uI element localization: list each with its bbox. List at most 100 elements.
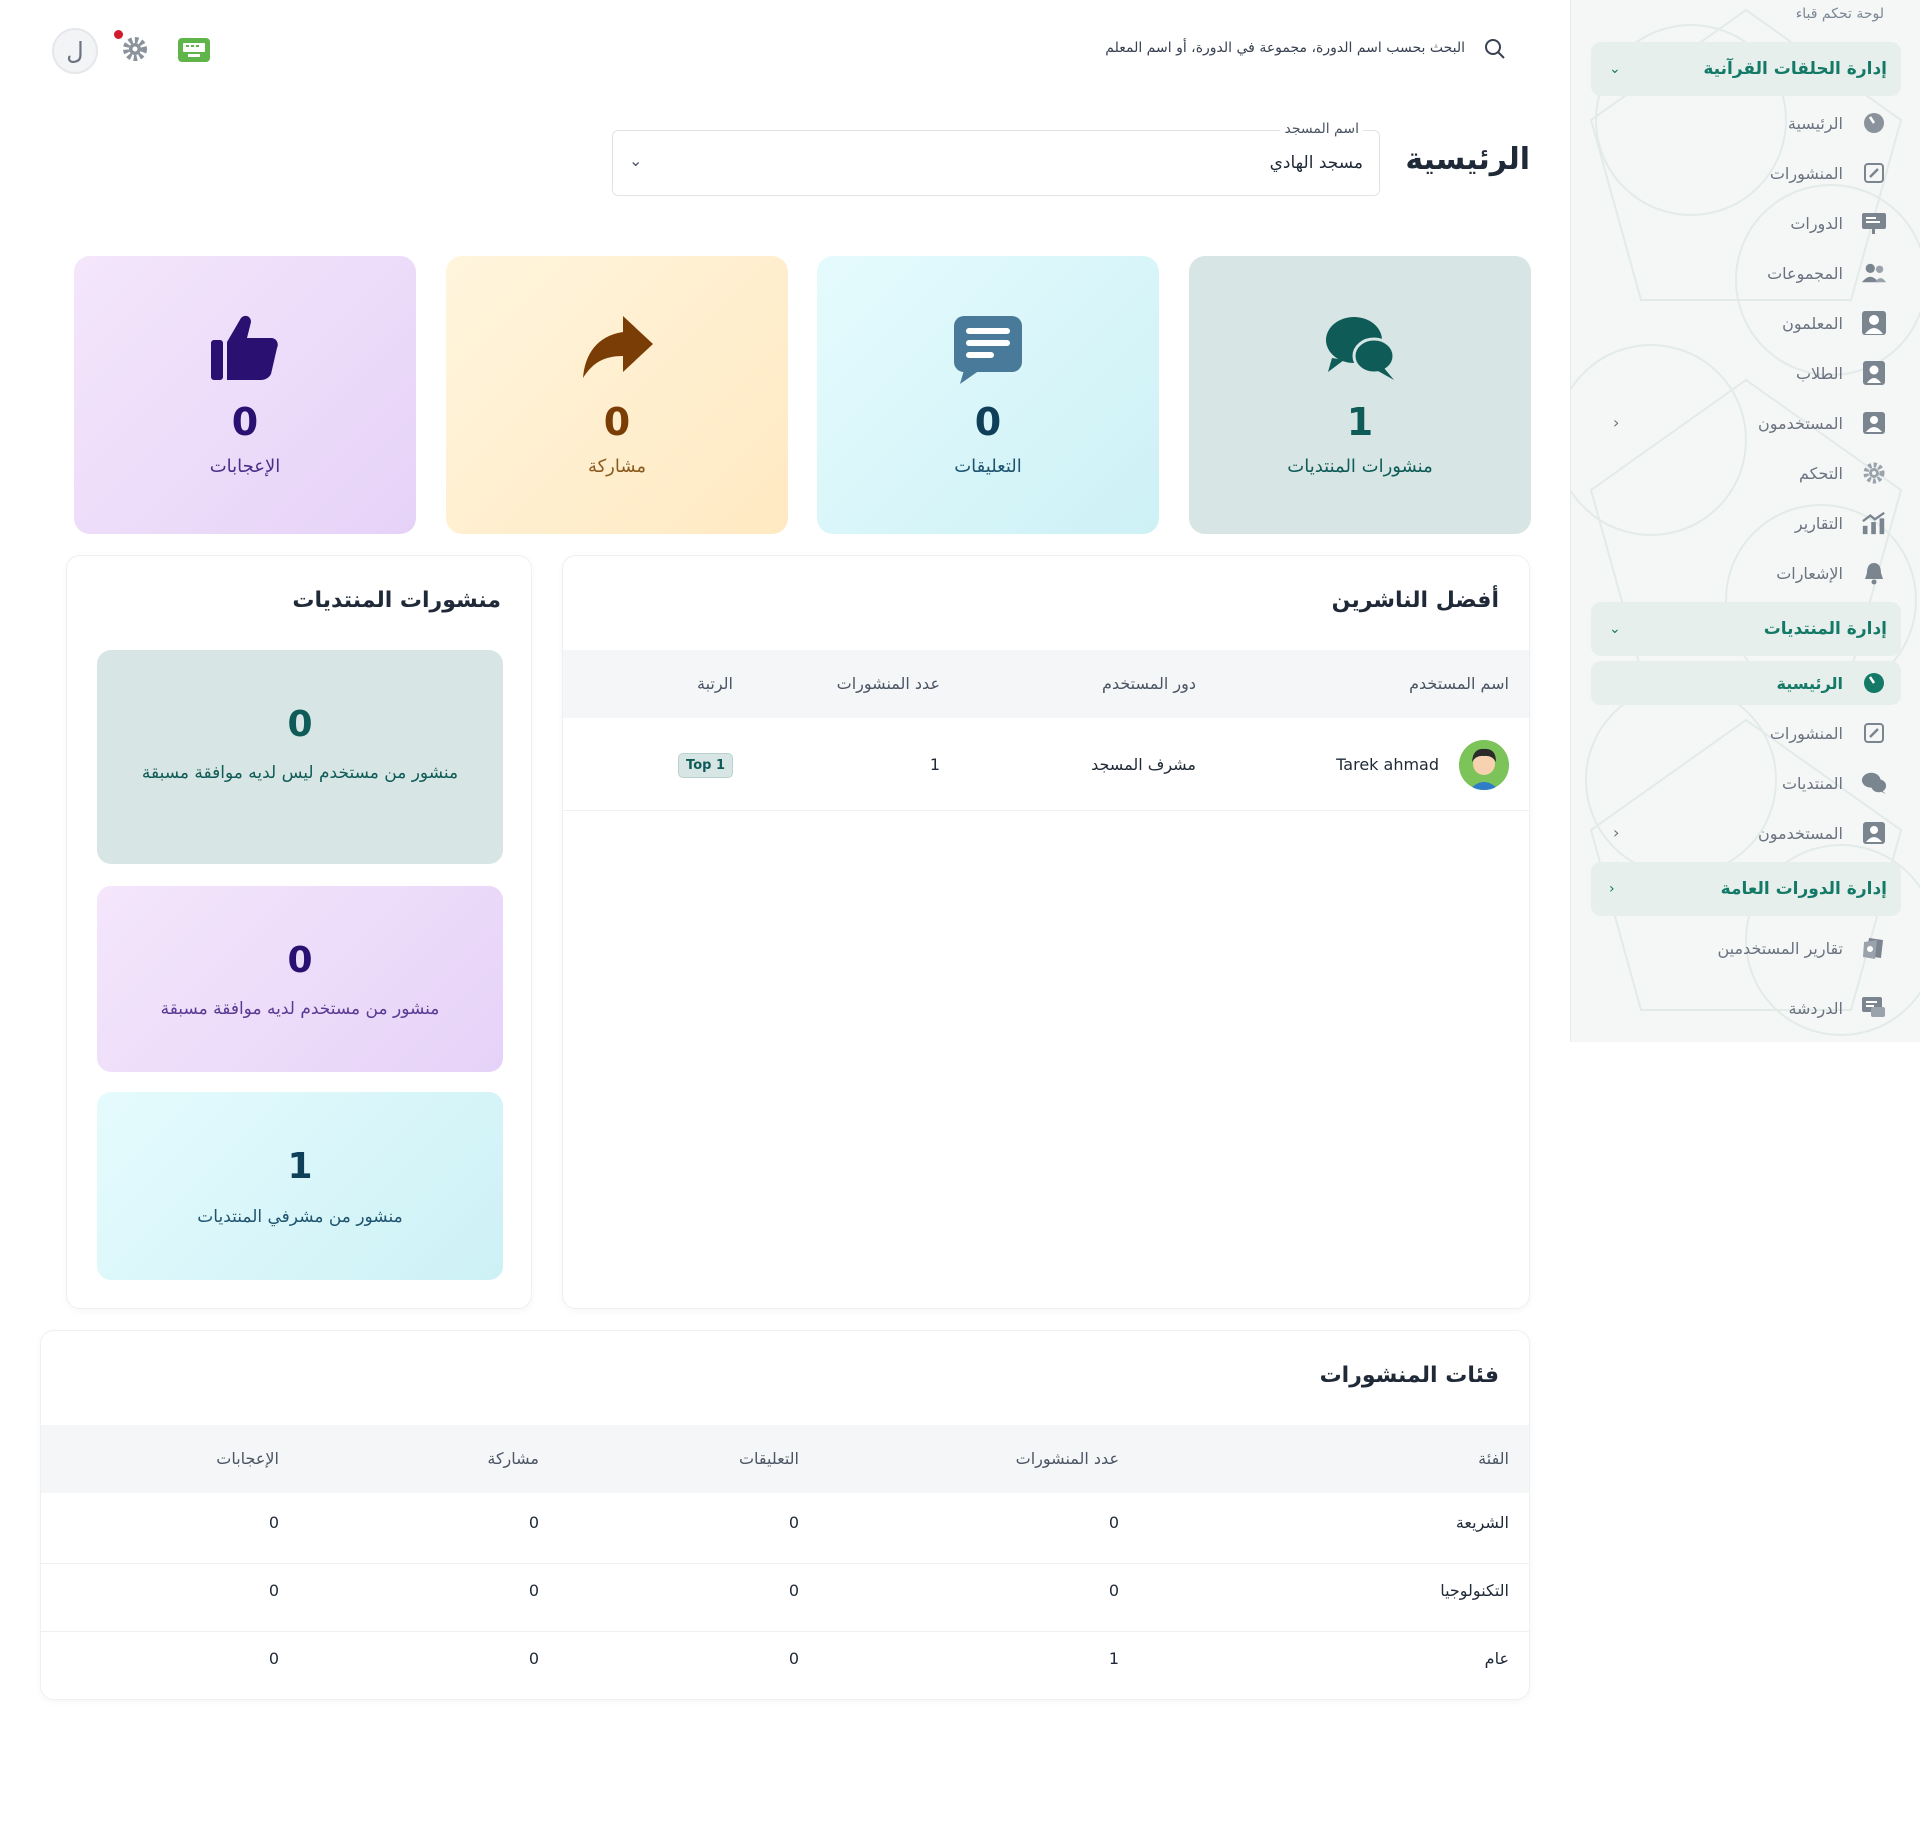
settings-gear-icon[interactable]	[122, 36, 148, 62]
sidebar-item-label: الرئيسية	[1776, 673, 1844, 693]
cell-comments: 0	[788, 1513, 799, 1532]
sidebar-item-label: المستخدمون	[1758, 823, 1843, 843]
comments-icon	[1861, 770, 1887, 796]
sidebar-item-label: المنشورات	[1769, 163, 1843, 183]
sidebar-item-label: الدورات	[1790, 213, 1843, 233]
column-header-posts: عدد المنشورات	[1015, 1449, 1119, 1468]
column-header-likes: الإعجابات	[216, 1449, 279, 1468]
sidebar-item-control[interactable]: التحكم	[1591, 451, 1901, 495]
presentation-icon	[1861, 210, 1887, 236]
column-header-posts: عدد المنشورات	[836, 674, 940, 693]
edit-icon	[1861, 160, 1887, 186]
search-input[interactable]: البحث بحسب اسم الدورة، مجموعة في الدورة،…	[1105, 40, 1465, 56]
cell-category: عام	[1484, 1649, 1509, 1668]
cell-user-name: Tarek ahmad	[1336, 755, 1439, 774]
forum-posts-approved-card: 0 منشور من مستخدم لديه موافقة مسبقة	[97, 886, 503, 1072]
sidebar-item-chat[interactable]: الدردشة	[1591, 986, 1901, 1030]
card-label: منشور من مستخدم ليس لديه موافقة مسبقة	[141, 763, 459, 783]
sidebar-item-users[interactable]: المستخدمون ‹	[1591, 401, 1901, 445]
sidebar-item-label: التقارير	[1794, 513, 1843, 533]
sidebar-header: لوحة تحكم قباء	[1795, 6, 1884, 22]
sidebar-section-forums[interactable]: إدارة المنتديات ⌄	[1591, 602, 1901, 656]
cell-user-role: مشرف المسجد	[1091, 755, 1196, 774]
page-title: الرئيسية	[1405, 142, 1530, 177]
cell-category: الشريعة	[1455, 1513, 1509, 1532]
mosque-select-value: مسجد الهادي	[1269, 153, 1363, 173]
search-icon[interactable]	[1484, 38, 1506, 60]
stat-label: الإعجابات	[209, 456, 281, 477]
cell-posts: 0	[1108, 1513, 1119, 1532]
chevron-left-icon: ‹	[1613, 823, 1620, 842]
sidebar-item-user-reports[interactable]: تقارير المستخدمين	[1591, 926, 1901, 970]
card-label: منشور من مستخدم لديه موافقة مسبقة	[160, 999, 440, 1019]
top-publishers-panel: أفضل الناشرين اسم المستخدم دور المستخدم …	[562, 555, 1530, 1309]
card-value: 0	[287, 940, 313, 981]
avatar[interactable]: ل	[52, 28, 98, 74]
bell-icon	[1861, 560, 1887, 586]
sidebar-item-courses[interactable]: الدورات	[1591, 201, 1901, 245]
sidebar-item-label: تقارير المستخدمين	[1717, 938, 1844, 958]
keyboard-icon[interactable]	[178, 38, 210, 62]
stat-label: التعليقات	[954, 456, 1022, 477]
student-icon	[1861, 360, 1887, 386]
cell-likes: 0	[268, 1649, 279, 1668]
teacher-icon	[1861, 310, 1887, 336]
stat-value: 0	[603, 400, 631, 444]
sidebar-item-forums-posts[interactable]: المنشورات	[1591, 711, 1901, 755]
share-icon	[583, 316, 653, 378]
sidebar-item-teachers[interactable]: المعلمون	[1591, 301, 1901, 345]
sidebar-item-forums-home[interactable]: الرئيسية	[1591, 661, 1901, 705]
table-header: اسم المستخدم دور المستخدم عدد المنشورات …	[563, 650, 1529, 718]
panel-title: فئات المنشورات	[1319, 1363, 1499, 1388]
sidebar-item-forums-users[interactable]: المستخدمون ‹	[1591, 811, 1901, 855]
sidebar-item-label: التحكم	[1799, 463, 1843, 483]
chart-icon	[1861, 510, 1887, 536]
notification-dot	[114, 30, 123, 39]
post-categories-panel: فئات المنشورات الفئة عدد المنشورات التعل…	[40, 1330, 1530, 1700]
section-title: إدارة الحلقات القرآنية	[1703, 59, 1887, 79]
sidebar-section-public-courses[interactable]: إدارة الدورات العامة ‹	[1591, 862, 1901, 916]
user-avatar	[1459, 740, 1509, 790]
sidebar-item-reports[interactable]: التقارير	[1591, 501, 1901, 545]
thumbs-up-icon	[211, 315, 278, 380]
message-icon	[954, 316, 1022, 384]
sidebar: لوحة تحكم قباء إدارة الحلقات القرآنية ⌄ …	[1570, 0, 1920, 1042]
sidebar-item-forums-list[interactable]: المنتديات	[1591, 761, 1901, 805]
row-divider	[41, 1631, 1529, 1632]
panel-title: أفضل الناشرين	[1331, 588, 1499, 613]
sidebar-item-posts[interactable]: المنشورات	[1591, 151, 1901, 195]
user-icon	[1861, 410, 1887, 436]
column-header-rank: الرتبة	[696, 674, 733, 693]
sidebar-section-quran[interactable]: إدارة الحلقات القرآنية ⌄	[1591, 42, 1901, 96]
cell-posts-count: 1	[929, 755, 940, 774]
mosque-select[interactable]: اسم المسجد مسجد الهادي ⌄	[612, 121, 1380, 196]
cell-comments: 0	[788, 1581, 799, 1600]
column-header-role: دور المستخدم	[1102, 674, 1196, 693]
stat-card-likes: 0 الإعجابات	[74, 256, 416, 534]
comments-icon	[1326, 317, 1396, 380]
chevron-left-icon: ‹	[1613, 413, 1620, 432]
row-divider	[41, 1563, 1529, 1564]
chevron-down-icon: ⌄	[1609, 621, 1621, 637]
mosque-select-label: اسم المسجد	[1280, 121, 1363, 137]
table-header: الفئة عدد المنشورات التعليقات مشاركة الإ…	[41, 1425, 1529, 1493]
stat-label: منشورات المنتديات	[1287, 456, 1433, 477]
sidebar-item-label: الإشعارات	[1776, 563, 1843, 583]
chat-icon	[1861, 995, 1887, 1021]
chevron-down-icon: ⌄	[1609, 61, 1621, 77]
stat-value: 0	[974, 400, 1002, 444]
card-value: 0	[287, 704, 313, 745]
sidebar-item-groups[interactable]: المجموعات	[1591, 251, 1901, 295]
sidebar-item-students[interactable]: الطلاب	[1591, 351, 1901, 395]
sidebar-item-notifications[interactable]: الإشعارات	[1591, 551, 1901, 595]
chevron-left-icon: ‹	[1609, 881, 1615, 897]
section-title: إدارة الدورات العامة	[1720, 879, 1887, 899]
user-icon	[1861, 820, 1887, 846]
sidebar-item-home[interactable]: الرئيسية	[1591, 101, 1901, 145]
sidebar-item-label: المنتديات	[1781, 773, 1843, 793]
report-icon	[1861, 935, 1887, 961]
sidebar-item-label: المجموعات	[1767, 263, 1843, 283]
edit-icon	[1861, 720, 1887, 746]
cell-comments: 0	[788, 1649, 799, 1668]
cell-shares: 0	[528, 1581, 539, 1600]
